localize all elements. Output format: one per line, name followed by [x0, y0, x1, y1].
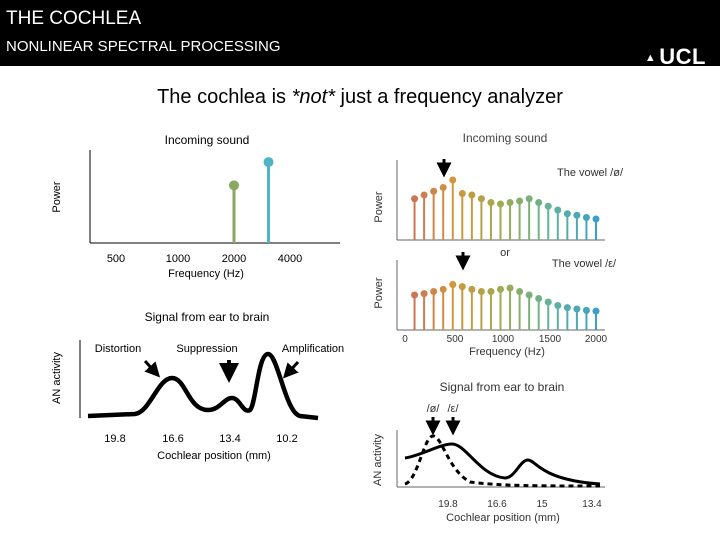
c3-stem-head-19	[592, 215, 600, 223]
c1-xtick-2: 2000	[222, 253, 246, 265]
c2-activity-curve	[87, 351, 319, 421]
c3-stem-head-16	[563, 210, 571, 218]
c4-stem-head-3	[439, 285, 447, 293]
headline: The cochlea is *not* just a frequency an…	[0, 86, 720, 109]
c3-stem-head-2	[430, 187, 438, 195]
c4-stem-head-6	[468, 285, 476, 293]
c4-xlabel: Frequency (Hz)	[469, 346, 545, 358]
c3-stem-head-0	[411, 195, 419, 203]
c4-stem-head-4	[449, 281, 457, 288]
c4-label: The vowel /ε/	[552, 258, 617, 270]
c4-stem-head-17	[573, 305, 581, 313]
c3-stem-head-1	[420, 191, 428, 199]
c4-stem-head-19	[592, 307, 600, 315]
c1-stem-head-1	[263, 157, 274, 168]
c1-xtick-3: 4000	[278, 253, 302, 265]
c2-xtick-2: 13.4	[219, 433, 240, 445]
c4-stem-head-11	[516, 288, 524, 295]
c4-divider: or	[500, 247, 510, 259]
headline-prefix: The cochlea is	[157, 86, 292, 108]
c4-ylabel: Power	[373, 277, 385, 309]
c3-stem-head-9	[497, 200, 504, 208]
c3-stem-head-5	[458, 190, 466, 197]
ucl-crest-icon: ▲	[644, 52, 657, 65]
c4-stems	[411, 281, 600, 330]
c5-curve-ø	[404, 434, 601, 488]
c5-legend-1: /ε/	[447, 403, 459, 415]
c3-stem-head-14	[544, 202, 552, 210]
headline-suffix: just a frequency analyzer	[334, 86, 563, 108]
c3-stem-head-13	[535, 199, 543, 206]
c2-xtick-1: 16.6	[162, 433, 183, 445]
slide-header: THE COCHLEA NONLINEAR SPECTRAL PROCESSIN…	[0, 0, 720, 69]
c3-label: The vowel /ø/	[557, 167, 624, 179]
c2-ylabel: AN activity	[51, 352, 63, 404]
c3-title: Incoming sound	[463, 131, 548, 145]
c3-stem-head-11	[516, 197, 524, 205]
c3-stem-head-7	[477, 195, 485, 203]
c1-xtick-1: 1000	[166, 253, 190, 265]
c2-arrow-amplification	[282, 360, 300, 379]
c1-stem-head-0	[229, 180, 239, 191]
c4-xtick-4: 2000	[585, 334, 608, 345]
c3-stem-head-15	[554, 206, 562, 214]
c3-stem-head-3	[439, 184, 447, 191]
c4-stem-head-1	[420, 290, 428, 298]
c3-ylabel: Power	[373, 191, 385, 223]
ucl-logo: ▲ UCL	[645, 44, 706, 70]
c4-stem-head-0	[411, 291, 419, 299]
c3-stem-head-18	[582, 214, 590, 221]
c4-stem-head-12	[525, 291, 533, 299]
c3-stem-head-10	[506, 199, 514, 206]
c2-xtick-3: 10.2	[276, 433, 297, 445]
c4-stem-head-15	[554, 302, 562, 309]
c5-title: Signal from ear to brain	[440, 380, 565, 394]
c5-curve-ε	[404, 442, 601, 486]
c1-xtick-0: 500	[107, 253, 125, 265]
c4-stem-head-8	[487, 288, 495, 295]
c2-arrow-distortion	[143, 359, 161, 378]
c4-stem-head-14	[544, 298, 552, 306]
c2-annot-distortion: Distortion	[95, 343, 141, 355]
c5-legend-0: /ø/	[427, 403, 441, 415]
c4-xtick-1: 500	[447, 334, 464, 345]
c4-stem-head-13	[535, 295, 543, 302]
c4-xtick-0: 0	[402, 334, 408, 345]
c4-stem-head-2	[430, 288, 438, 295]
c5-xtick-3: 13.4	[582, 499, 602, 510]
c4-stem-head-18	[582, 306, 590, 314]
headline-emphasis: *not*	[291, 86, 335, 108]
c2-annot-suppression: Suppression	[176, 343, 237, 355]
c2-xtick-0: 19.8	[104, 433, 125, 445]
c3-stem-head-4	[449, 176, 457, 184]
c1-xlabel: Frequency (Hz)	[168, 268, 244, 280]
c4-xtick-3: 1500	[539, 334, 562, 345]
c3-stem-head-12	[525, 195, 533, 203]
c4-stem-head-7	[477, 288, 485, 295]
logo-text: UCL	[659, 44, 706, 69]
slide-title: THE COCHLEA	[6, 8, 142, 29]
c4-stem-head-16	[563, 304, 571, 312]
c3-stem-head-6	[468, 191, 476, 199]
c1-stems	[229, 157, 274, 243]
c1-title: Incoming sound	[165, 133, 250, 147]
c2-title: Signal from ear to brain	[145, 310, 270, 324]
c5-xtick-0: 19.8	[438, 499, 458, 510]
c3-stems	[411, 176, 600, 240]
c5-ylabel: AN activity	[372, 434, 384, 486]
c4-stem-head-10	[506, 284, 514, 292]
c5-xtick-1: 16.6	[487, 499, 507, 510]
slide-subtitle: NONLINEAR SPECTRAL PROCESSING	[6, 38, 281, 55]
c3-stem-head-17	[573, 211, 581, 219]
c4-stem-head-5	[458, 283, 466, 291]
c2-annot-amplification: Amplification	[282, 343, 344, 355]
c2-xlabel: Cochlear position (mm)	[157, 450, 271, 462]
c4-xtick-2: 1000	[492, 334, 515, 345]
c1-ylabel: Power	[51, 181, 63, 213]
c3-stem-head-8	[487, 199, 495, 206]
c5-xtick-2: 15	[536, 499, 548, 510]
c4-stem-head-9	[497, 285, 504, 293]
c5-xlabel: Cochlear position (mm)	[446, 512, 560, 524]
